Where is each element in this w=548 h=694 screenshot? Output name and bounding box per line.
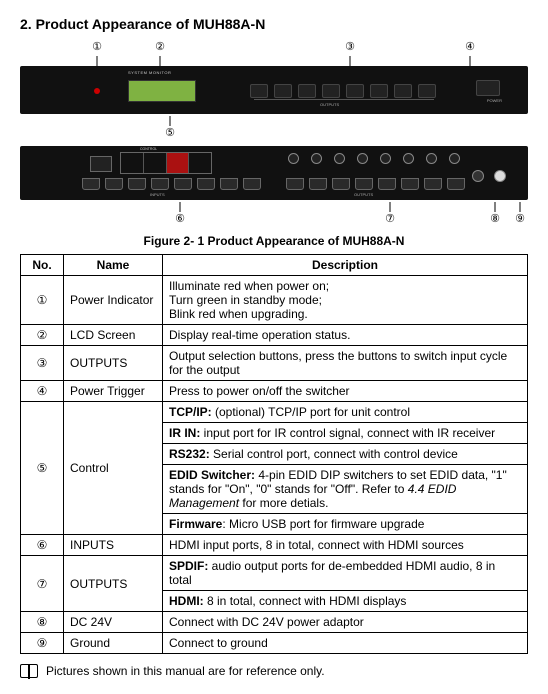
cell-desc: EDID Switcher: 4-pin EDID DIP switchers … [163,465,528,514]
cell-desc: Output selection buttons, press the butt… [163,346,528,381]
cell-desc: SPDIF: audio output ports for de-embedde… [163,556,528,591]
cell-name: Control [64,402,163,535]
col-no: No. [21,255,64,276]
power-label: POWER [487,98,502,103]
cell-name: Power Trigger [64,381,163,402]
figure-caption: Figure 2- 1 Product Appearance of MUH88A… [20,234,528,248]
cell-desc: Firmware: Micro USB port for firmware up… [163,514,528,535]
output-buttons [250,84,436,98]
col-name: Name [64,255,163,276]
callout-6: ⑥ [175,212,185,225]
outputs-label: OUTPUTS [320,102,339,107]
cell-no: ③ [21,346,64,381]
cell-desc: RS232: Serial control port, connect with… [163,444,528,465]
lcd-screen [128,80,196,102]
section-heading: 2. Product Appearance of MUH88A-N [20,16,528,32]
front-panel: SYSTEM MONITOR OUTPUTS POWER [20,66,528,114]
control-label: CONTROL [140,147,157,151]
cell-name: OUTPUTS [64,346,163,381]
cell-no: ④ [21,381,64,402]
rear-panel: CONTROL INPUTS OUTPUTS [20,146,528,200]
cell-desc: Connect with DC 24V power adaptor [163,612,528,633]
dc-jack-icon [472,170,484,182]
cell-desc: TCP/IP: (optional) TCP/IP port for unit … [163,402,528,423]
cell-no: ⑤ [21,402,64,535]
cell-name: OUTPUTS [64,556,163,612]
spec-table: No. Name Description ①Power IndicatorIll… [20,254,528,654]
cell-desc: Display real-time operation status. [163,325,528,346]
callout-5: ⑤ [165,126,175,139]
col-desc: Description [163,255,528,276]
ground-screw-icon [494,170,506,182]
cell-name: DC 24V [64,612,163,633]
book-icon [20,664,38,678]
cell-desc: Connect to ground [163,633,528,654]
callout-4: ④ [465,40,475,53]
callout-9: ⑨ [515,212,525,225]
callout-7: ⑦ [385,212,395,225]
cell-no: ⑥ [21,535,64,556]
callout-2: ② [155,40,165,53]
spdif-ports [288,153,460,164]
cell-name: Power Indicator [64,276,163,325]
cell-no: ⑦ [21,556,64,612]
cell-no: ⑧ [21,612,64,633]
power-button-icon [476,80,500,96]
cell-no: ② [21,325,64,346]
power-led-icon [94,88,100,94]
control-ports [120,152,212,174]
tcpip-port-icon [90,156,112,172]
callout-1: ① [92,40,102,53]
cell-desc: Press to power on/off the switcher [163,381,528,402]
cell-desc: HDMI input ports, 8 in total, connect wi… [163,535,528,556]
system-monitor-label: SYSTEM MONITOR [128,70,171,75]
footnote: Pictures shown in this manual are for re… [20,664,528,678]
inputs-label: INPUTS [150,192,165,197]
cell-name: INPUTS [64,535,163,556]
footnote-text: Pictures shown in this manual are for re… [46,664,325,678]
cell-desc: HDMI: 8 in total, connect with HDMI disp… [163,591,528,612]
cell-desc: Illuminate red when power on;Turn green … [163,276,528,325]
cell-no: ⑨ [21,633,64,654]
cell-desc: IR IN: input port for IR control signal,… [163,423,528,444]
cell-name: Ground [64,633,163,654]
cell-no: ① [21,276,64,325]
callout-3: ③ [345,40,355,53]
outputs-rear-label: OUTPUTS [354,192,373,197]
callout-8: ⑧ [490,212,500,225]
rear-panel-figure: CONTROL INPUTS OUTPUTS ⑥ ⑦ ⑧ ⑨ [20,146,528,226]
cell-name: LCD Screen [64,325,163,346]
front-panel-figure: ① ② ③ ④ SYSTEM MONITOR OUTPUTS POWER ⑤ [20,40,528,140]
hdmi-inputs [82,178,261,190]
hdmi-outputs [286,178,465,190]
